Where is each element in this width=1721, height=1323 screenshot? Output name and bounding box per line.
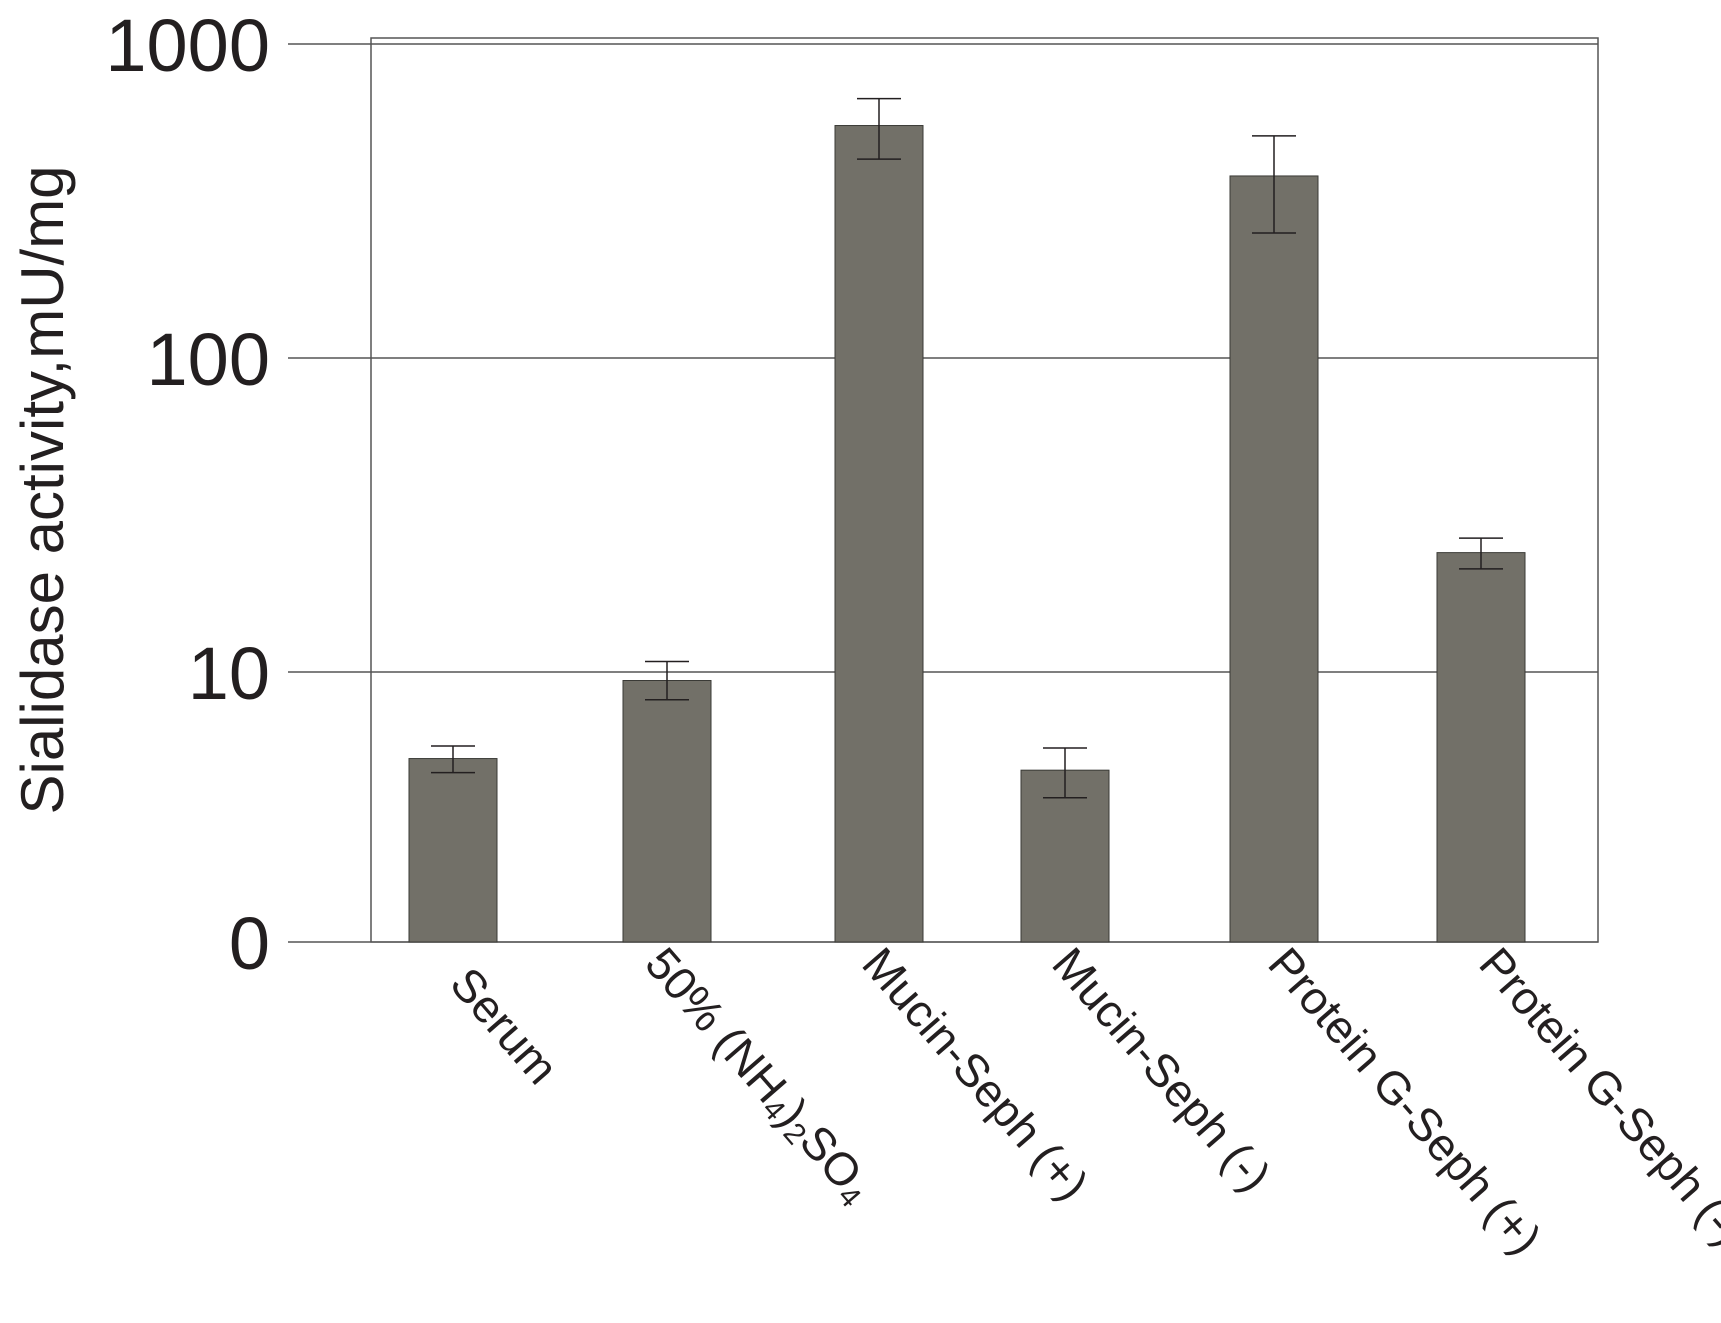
- bar: [408, 758, 498, 943]
- category-label: 50% (NH4)2SO4: [633, 937, 883, 1213]
- bar: [834, 125, 924, 943]
- y-axis-title: Sialidase activity,mU/mg: [9, 165, 76, 814]
- y-tick-label: 0: [229, 902, 270, 985]
- y-tick-labels: 0 10 100 1000: [105, 4, 270, 985]
- bar: [622, 680, 712, 943]
- bar: [1020, 769, 1110, 943]
- y-tick-label: 1000: [105, 4, 270, 87]
- y-tick-label: 10: [188, 632, 270, 715]
- category-label: Serum: [440, 957, 568, 1093]
- bar: [1436, 552, 1526, 943]
- plot-frame: [370, 37, 1599, 943]
- y-tick-label: 100: [147, 318, 270, 401]
- error-bars-group: [431, 97, 1503, 799]
- bars-group: [408, 125, 1526, 943]
- bar: [1229, 175, 1319, 943]
